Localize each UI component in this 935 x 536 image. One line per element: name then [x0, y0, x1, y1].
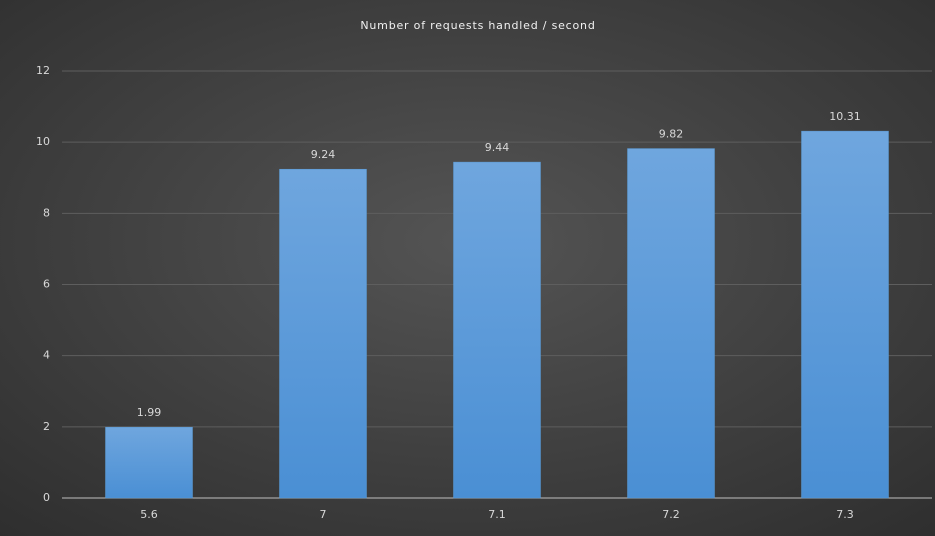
data-label: 9.24 — [311, 148, 336, 161]
data-label: 1.99 — [137, 406, 162, 419]
y-tick-label: 4 — [43, 349, 50, 362]
y-tick-label: 12 — [36, 64, 50, 77]
y-tick-label: 8 — [43, 206, 50, 219]
data-label: 10.31 — [829, 110, 861, 123]
y-tick-label: 2 — [43, 420, 50, 433]
x-tick-label: 7 — [320, 508, 327, 521]
y-tick-label: 0 — [43, 491, 50, 504]
bar — [279, 168, 367, 499]
y-tick-label: 6 — [43, 278, 50, 291]
bar — [627, 148, 715, 499]
x-tick-label: 7.2 — [662, 508, 680, 521]
x-tick-label: 7.3 — [836, 508, 854, 521]
bar — [801, 130, 889, 499]
data-label: 9.82 — [659, 128, 684, 141]
data-label: 9.44 — [485, 141, 510, 154]
bar — [105, 426, 193, 499]
x-tick-label: 5.6 — [140, 508, 158, 521]
bar — [453, 161, 541, 499]
x-tick-label: 7.1 — [488, 508, 506, 521]
chart-title: Number of requests handled / second — [360, 19, 595, 32]
y-tick-label: 10 — [36, 135, 50, 148]
